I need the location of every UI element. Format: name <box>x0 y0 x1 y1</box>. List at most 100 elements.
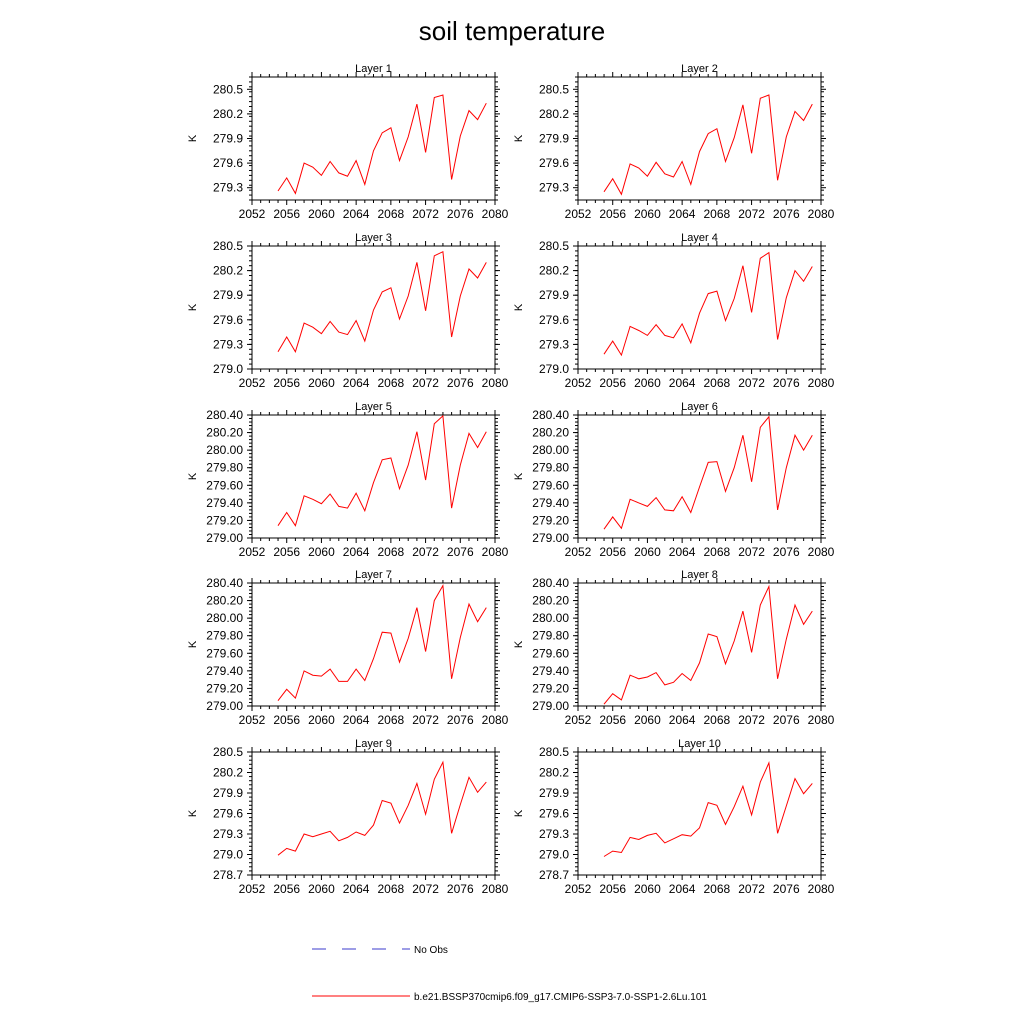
series-line <box>277 414 487 527</box>
x-tick-label: 2072 <box>738 882 765 896</box>
y-tick-label: 279.3 <box>213 827 243 841</box>
y-tick-label: 280.00 <box>532 443 569 457</box>
y-tick-label: 280.40 <box>206 408 243 422</box>
y-tick-label: 279.80 <box>206 629 243 643</box>
y-tick-label: 279.6 <box>213 313 243 327</box>
y-tick-label: 279.60 <box>206 646 243 660</box>
y-axis-label: K <box>513 303 525 311</box>
x-tick-label: 2052 <box>565 882 592 896</box>
y-tick-label: 279.20 <box>206 681 243 695</box>
x-tick-label: 2076 <box>773 376 800 390</box>
layer-panel-8: Layer 8 K 2052 2056 2060 2064 2068 2072 2076 2080… <box>513 569 835 727</box>
x-tick-label: 2068 <box>704 882 731 896</box>
x-tick-label: 2064 <box>343 376 370 390</box>
y-tick-label: 278.7 <box>539 868 569 882</box>
y-tick-label: 280.5 <box>539 82 569 96</box>
y-tick-label: 280.20 <box>206 426 243 440</box>
x-tick-label: 2052 <box>565 545 592 559</box>
y-axis-label: K <box>187 303 199 311</box>
y-tick-label: 279.60 <box>532 646 569 660</box>
x-tick-label: 2076 <box>773 882 800 896</box>
x-tick-label: 2072 <box>738 376 765 390</box>
y-tick-label: 279.3 <box>539 827 569 841</box>
x-tick-label: 2064 <box>343 207 370 221</box>
series-line <box>603 415 813 530</box>
y-tick-label: 279.20 <box>206 513 243 527</box>
y-tick-label: 280.5 <box>213 239 243 253</box>
y-tick-label: 280.40 <box>532 408 569 422</box>
y-axis-label: K <box>513 134 525 142</box>
panels-group: Layer 1 K 2052 2056 2060 2064 2068 2072 2076 2080… <box>187 63 835 896</box>
plot-frame <box>251 751 496 876</box>
y-tick-label: 280.40 <box>206 576 243 590</box>
series-line <box>603 251 813 357</box>
y-axis-label: K <box>187 134 199 142</box>
y-tick-label: 279.9 <box>539 288 569 302</box>
x-tick-label: 2080 <box>482 207 509 221</box>
x-tick-label: 2076 <box>773 545 800 559</box>
layer-panel-10: Layer 10 K 2052 2056 2060 2064 2068 2072 2076 208… <box>513 738 835 896</box>
x-tick-label: 2056 <box>273 545 300 559</box>
x-tick-label: 2064 <box>343 713 370 727</box>
x-tick-label: 2068 <box>378 882 405 896</box>
y-tick-label: 280.2 <box>213 766 243 780</box>
x-tick-label: 2076 <box>773 207 800 221</box>
x-tick-label: 2060 <box>308 376 335 390</box>
layer-panel-6: Layer 6 K 2052 2056 2060 2064 2068 2072 2076 2080… <box>513 401 835 559</box>
y-tick-label: 279.60 <box>206 478 243 492</box>
series-line <box>277 250 487 354</box>
y-tick-label: 279.9 <box>213 132 243 146</box>
panel-title: Layer 8 <box>681 569 718 581</box>
layer-panel-2: Layer 2 K 2052 2056 2060 2064 2068 2072 2076 2080… <box>513 63 835 221</box>
x-tick-label: 2064 <box>669 882 696 896</box>
panel-title: Layer 10 <box>678 738 721 750</box>
x-tick-label: 2052 <box>239 882 266 896</box>
x-tick-label: 2080 <box>482 713 509 727</box>
legend-model-label: b.e21.BSSP370cmip6.f09_g17.CMIP6-SSP3-7.… <box>414 992 707 1003</box>
x-tick-label: 2076 <box>447 713 474 727</box>
y-tick-label: 280.2 <box>213 264 243 278</box>
y-tick-label: 279.0 <box>213 848 243 862</box>
layer-panel-4: Layer 4 K 2052 2056 2060 2064 2068 2072 2076 2080… <box>513 232 835 390</box>
x-tick-label: 2056 <box>599 882 626 896</box>
y-tick-label: 278.7 <box>213 868 243 882</box>
y-tick-label: 279.3 <box>539 181 569 195</box>
x-tick-label: 2080 <box>482 545 509 559</box>
y-tick-label: 279.0 <box>539 362 569 376</box>
y-tick-label: 280.5 <box>213 82 243 96</box>
x-tick-label: 2072 <box>738 207 765 221</box>
y-axis-label: K <box>187 640 199 648</box>
y-axis-label: K <box>187 472 199 480</box>
x-tick-label: 2052 <box>565 713 592 727</box>
y-tick-label: 279.6 <box>539 807 569 821</box>
plot-frame <box>251 414 496 539</box>
x-tick-label: 2072 <box>738 545 765 559</box>
y-tick-label: 279.80 <box>532 629 569 643</box>
x-tick-label: 2064 <box>343 882 370 896</box>
y-tick-label: 279.20 <box>532 513 569 527</box>
y-axis-label: K <box>513 640 525 648</box>
series-line <box>603 584 813 705</box>
x-tick-label: 2068 <box>378 545 405 559</box>
x-tick-label: 2072 <box>412 376 439 390</box>
layer-panel-3: Layer 3 K 2052 2056 2060 2064 2068 2072 2076 2080… <box>187 232 509 390</box>
x-tick-label: 2060 <box>634 882 661 896</box>
panel-title: Layer 6 <box>681 401 718 413</box>
x-tick-label: 2056 <box>273 376 300 390</box>
plot-frame <box>251 245 496 370</box>
series-line <box>277 760 487 856</box>
y-tick-label: 279.00 <box>206 531 243 545</box>
y-tick-label: 280.00 <box>206 611 243 625</box>
y-tick-label: 279.00 <box>206 699 243 713</box>
x-tick-label: 2060 <box>308 882 335 896</box>
y-tick-label: 280.2 <box>539 264 569 278</box>
x-tick-label: 2072 <box>412 713 439 727</box>
x-tick-label: 2076 <box>447 376 474 390</box>
x-tick-label: 2052 <box>565 376 592 390</box>
x-tick-label: 2072 <box>738 713 765 727</box>
y-axis-label: K <box>513 472 525 480</box>
x-tick-label: 2056 <box>273 207 300 221</box>
x-tick-label: 2052 <box>239 376 266 390</box>
x-tick-label: 2068 <box>704 713 731 727</box>
